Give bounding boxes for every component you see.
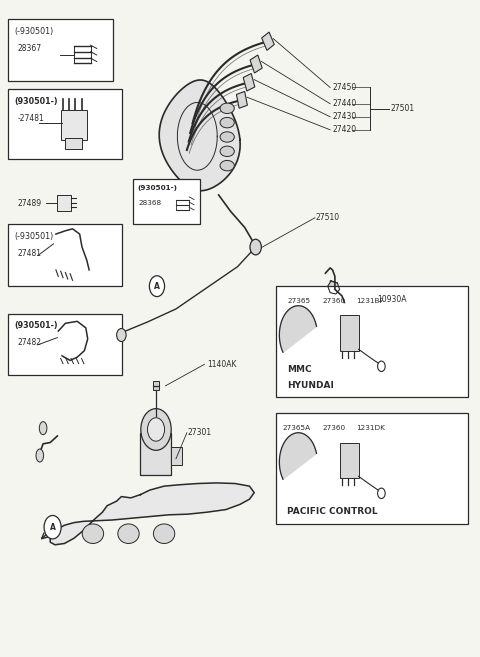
Polygon shape [50, 483, 254, 545]
Text: 27482: 27482 [18, 338, 42, 348]
Bar [171, 447, 181, 465]
Bar [9, 19, 113, 81]
Ellipse shape [220, 118, 234, 128]
Ellipse shape [220, 160, 234, 171]
Ellipse shape [220, 132, 234, 142]
Text: 27430: 27430 [333, 112, 357, 122]
Text: 27489: 27489 [17, 199, 41, 208]
Text: (930501-): (930501-) [14, 97, 58, 106]
Text: (930501-): (930501-) [14, 321, 58, 330]
Circle shape [250, 239, 261, 255]
Circle shape [378, 488, 385, 499]
Bar [250, 55, 262, 73]
Text: 27365A: 27365A [283, 425, 311, 431]
Bar [60, 110, 87, 139]
Bar [133, 179, 200, 224]
Polygon shape [279, 433, 316, 479]
Text: 27481: 27481 [18, 249, 42, 258]
Text: 27440: 27440 [333, 99, 357, 108]
Bar [340, 443, 359, 478]
Ellipse shape [220, 146, 234, 156]
Ellipse shape [39, 422, 47, 435]
Bar [237, 91, 247, 108]
Circle shape [147, 418, 165, 442]
Bar [9, 89, 122, 159]
Text: 1231DK: 1231DK [356, 425, 385, 431]
Polygon shape [279, 306, 316, 352]
Text: (-930501): (-930501) [14, 27, 53, 36]
Bar [276, 286, 468, 397]
Text: (930501-): (930501-) [137, 185, 177, 191]
Circle shape [117, 328, 126, 342]
Text: A: A [154, 282, 160, 290]
Circle shape [44, 516, 61, 539]
Text: 27420: 27420 [333, 125, 357, 134]
Polygon shape [328, 281, 340, 294]
Text: 28367: 28367 [18, 44, 42, 53]
Bar [243, 74, 255, 91]
Bar [153, 380, 159, 390]
Ellipse shape [118, 524, 139, 543]
Text: 27450: 27450 [333, 83, 357, 92]
Bar [340, 315, 359, 351]
Text: A: A [49, 523, 56, 532]
Ellipse shape [82, 524, 104, 543]
Bar [57, 195, 71, 211]
Bar [65, 137, 82, 149]
Circle shape [149, 276, 165, 296]
Bar [140, 433, 171, 475]
Polygon shape [159, 80, 240, 191]
Text: 27360: 27360 [322, 425, 345, 431]
Ellipse shape [220, 103, 234, 114]
Ellipse shape [154, 524, 175, 543]
Text: 10930A: 10930A [378, 295, 407, 304]
Text: (-930501): (-930501) [14, 232, 53, 241]
Text: PACIFIC CONTROL: PACIFIC CONTROL [288, 507, 378, 516]
Text: HYUNDAI: HYUNDAI [288, 381, 334, 390]
Text: MMC: MMC [288, 365, 312, 374]
Text: 27301: 27301 [188, 428, 212, 437]
Ellipse shape [36, 449, 44, 462]
Text: 27360: 27360 [322, 298, 345, 304]
Bar [262, 32, 274, 51]
Text: -27481: -27481 [18, 114, 45, 122]
Text: 27501: 27501 [390, 104, 415, 113]
Text: 27365: 27365 [288, 298, 311, 304]
Text: 27510: 27510 [316, 214, 340, 222]
Bar [9, 224, 122, 286]
Text: 28368: 28368 [139, 200, 162, 206]
Circle shape [378, 361, 385, 371]
Text: 1140AK: 1140AK [207, 360, 236, 369]
Text: 1231BF: 1231BF [356, 298, 384, 304]
Circle shape [141, 409, 171, 450]
Bar [276, 413, 468, 524]
Bar [9, 313, 122, 375]
